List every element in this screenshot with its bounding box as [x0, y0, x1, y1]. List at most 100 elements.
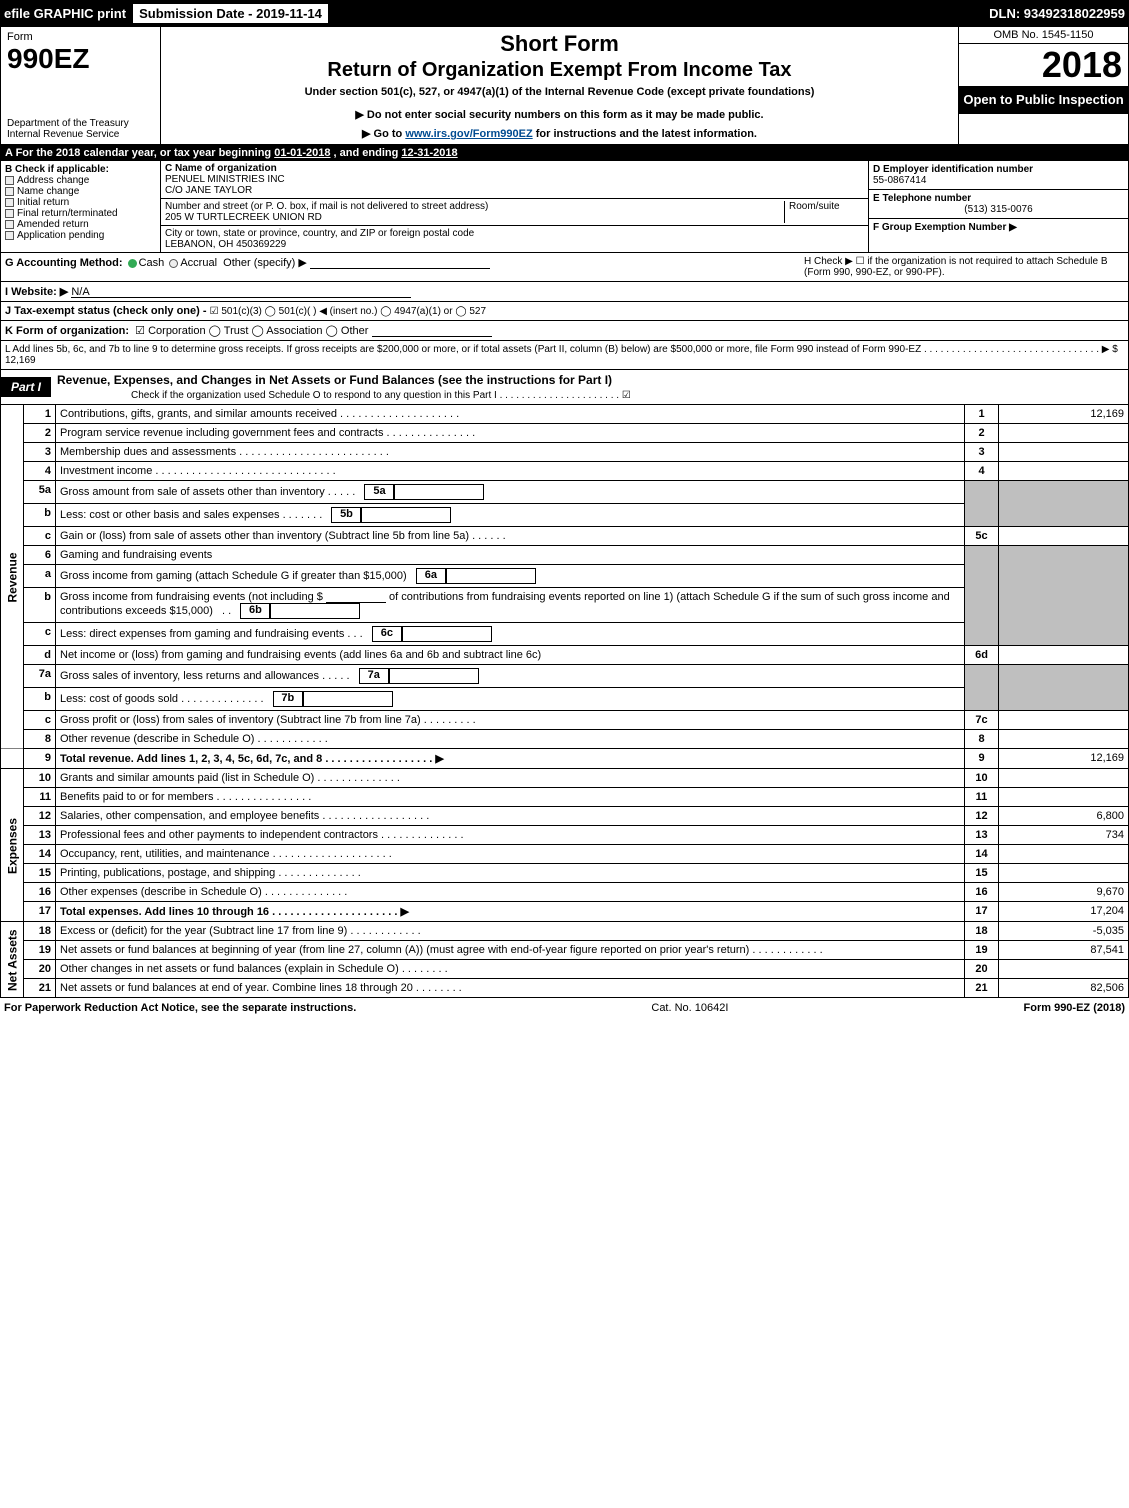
irs-link[interactable]: www.irs.gov/Form990EZ: [405, 128, 532, 140]
chk-amended-return[interactable]: [5, 220, 14, 229]
ln7b-desc: Less: cost of goods sold: [60, 693, 178, 705]
efile-label[interactable]: efile GRAPHIC print: [4, 6, 126, 21]
row-l: L Add lines 5b, 6c, and 7b to line 9 to …: [0, 341, 1129, 370]
footer-catno: Cat. No. 10642I: [356, 1002, 1023, 1014]
lbl-initial-return: Initial return: [17, 197, 69, 208]
k-other-field[interactable]: [372, 325, 492, 337]
ln3-num: 3: [24, 443, 56, 462]
part-1-title: Revenue, Expenses, and Changes in Net As…: [51, 370, 1128, 390]
ln17-desc: Total expenses. Add lines 10 through 16 …: [60, 906, 409, 918]
lbl-final-return: Final return/terminated: [17, 208, 118, 219]
ln19-amt: 87,541: [999, 941, 1129, 960]
footer-left: For Paperwork Reduction Act Notice, see …: [4, 1002, 356, 1014]
ln16-desc: Other expenses (describe in Schedule O): [60, 886, 262, 898]
lbl-name-change: Name change: [17, 186, 79, 197]
ln7b-subval: [303, 691, 393, 707]
ln16-num: 16: [24, 883, 56, 902]
goto-pre: ▶ Go to: [362, 128, 405, 140]
lbl-accrual: Accrual: [180, 257, 217, 269]
ssn-warning: ▶ Do not enter social security numbers o…: [169, 108, 950, 121]
ln5c-desc: Gain or (loss) from sale of assets other…: [60, 530, 469, 542]
tax-year: 2018: [959, 44, 1128, 86]
ln11-amt: [999, 788, 1129, 807]
ln7b-num: b: [24, 688, 56, 711]
header-right: OMB No. 1545-1150 2018 Open to Public In…: [958, 27, 1128, 144]
ln7ab-box-shaded: [965, 665, 999, 711]
other-specify-field[interactable]: [310, 257, 490, 269]
k-label: K Form of organization:: [5, 325, 129, 337]
k-options: ☑ Corporation ◯ Trust ◯ Association ◯ Ot…: [135, 325, 368, 337]
ln7a-num: 7a: [24, 665, 56, 688]
ln15-desc: Printing, publications, postage, and shi…: [60, 867, 275, 879]
ln6b-subval: [270, 603, 360, 619]
ln1-desc: Contributions, gifts, grants, and simila…: [60, 408, 337, 420]
form-label: Form: [7, 31, 154, 43]
ln14-amt: [999, 845, 1129, 864]
lbl-other-specify: Other (specify) ▶: [223, 257, 307, 269]
addr-label: Number and street (or P. O. box, if mail…: [165, 201, 488, 212]
row-i: I Website: ▶ N/A: [0, 282, 1129, 302]
ln12-desc: Salaries, other compensation, and employ…: [60, 810, 319, 822]
ln9-num: 9: [24, 749, 56, 769]
ln7c-desc: Gross profit or (loss) from sales of inv…: [60, 714, 421, 726]
ln5c-amt: [999, 527, 1129, 546]
ln6abc-amt-shaded: [999, 546, 1129, 646]
ln7ab-amt-shaded: [999, 665, 1129, 711]
ln7c-amt: [999, 711, 1129, 730]
ln6-num: 6: [24, 546, 56, 565]
omb-number: OMB No. 1545-1150: [959, 27, 1128, 44]
info-block: B Check if applicable: Address change Na…: [0, 161, 1129, 253]
ln5ab-amt-shaded: [999, 481, 1129, 527]
ln5c-num: c: [24, 527, 56, 546]
goto-post: for instructions and the latest informat…: [533, 128, 757, 140]
footer-form-ref: Form 990-EZ (2018): [1024, 1002, 1125, 1014]
g-label: G Accounting Method:: [5, 257, 123, 269]
ln4-desc: Investment income: [60, 465, 152, 477]
ln6a-subval: [446, 568, 536, 584]
ln6-desc: Gaming and fundraising events: [56, 546, 965, 565]
website-field: N/A: [71, 286, 411, 298]
ln16-box: 16: [965, 883, 999, 902]
radio-cash[interactable]: [128, 259, 137, 268]
ln19-box: 19: [965, 941, 999, 960]
ln11-num: 11: [24, 788, 56, 807]
ln3-desc: Membership dues and assessments: [60, 446, 236, 458]
ln7c-box: 7c: [965, 711, 999, 730]
chk-final-return[interactable]: [5, 209, 14, 218]
ln5a-num: 5a: [24, 481, 56, 504]
chk-application-pending[interactable]: [5, 231, 14, 240]
ln4-box: 4: [965, 462, 999, 481]
ln6b-blank[interactable]: [326, 591, 386, 603]
ln7b-sub: 7b: [273, 691, 303, 707]
ln18-amt: -5,035: [999, 922, 1129, 941]
j-label: J Tax-exempt status (check only one) -: [5, 305, 210, 317]
ln17-num: 17: [24, 902, 56, 922]
form-title: Return of Organization Exempt From Incom…: [169, 59, 950, 82]
section-b-head: B Check if applicable:: [5, 164, 156, 175]
period-pre: A For the 2018 calendar year, or tax yea…: [5, 147, 274, 159]
ln5b-desc: Less: cost or other basis and sales expe…: [60, 509, 280, 521]
ln9-amt: 12,169: [999, 749, 1129, 769]
ln5a-sub: 5a: [364, 484, 394, 500]
chk-name-change[interactable]: [5, 187, 14, 196]
radio-accrual[interactable]: [169, 259, 178, 268]
section-def: D Employer identification number 55-0867…: [868, 161, 1128, 252]
ln20-desc: Other changes in net assets or fund bala…: [60, 963, 399, 975]
lines-table: Revenue 1 Contributions, gifts, grants, …: [0, 405, 1129, 998]
h-check-text: H Check ▶ ☐ if the organization is not r…: [804, 256, 1124, 278]
page-footer: For Paperwork Reduction Act Notice, see …: [0, 998, 1129, 1014]
lbl-cash: Cash: [139, 257, 165, 269]
ln13-amt: 734: [999, 826, 1129, 845]
period-begin: 01-01-2018: [274, 147, 330, 159]
submission-date-box: Submission Date - 2019-11-14: [132, 3, 329, 24]
ln21-amt: 82,506: [999, 979, 1129, 998]
ln6a-num: a: [24, 565, 56, 588]
top-bar: efile GRAPHIC print Submission Date - 20…: [0, 0, 1129, 26]
ln6b-num: b: [24, 588, 56, 623]
chk-address-change[interactable]: [5, 176, 14, 185]
phone-value: (513) 315-0076: [873, 204, 1124, 215]
chk-initial-return[interactable]: [5, 198, 14, 207]
part-1-tab: Part I: [1, 377, 51, 397]
side-expenses: Expenses: [1, 769, 24, 922]
row-g-h: G Accounting Method: Cash Accrual Other …: [0, 253, 1129, 282]
